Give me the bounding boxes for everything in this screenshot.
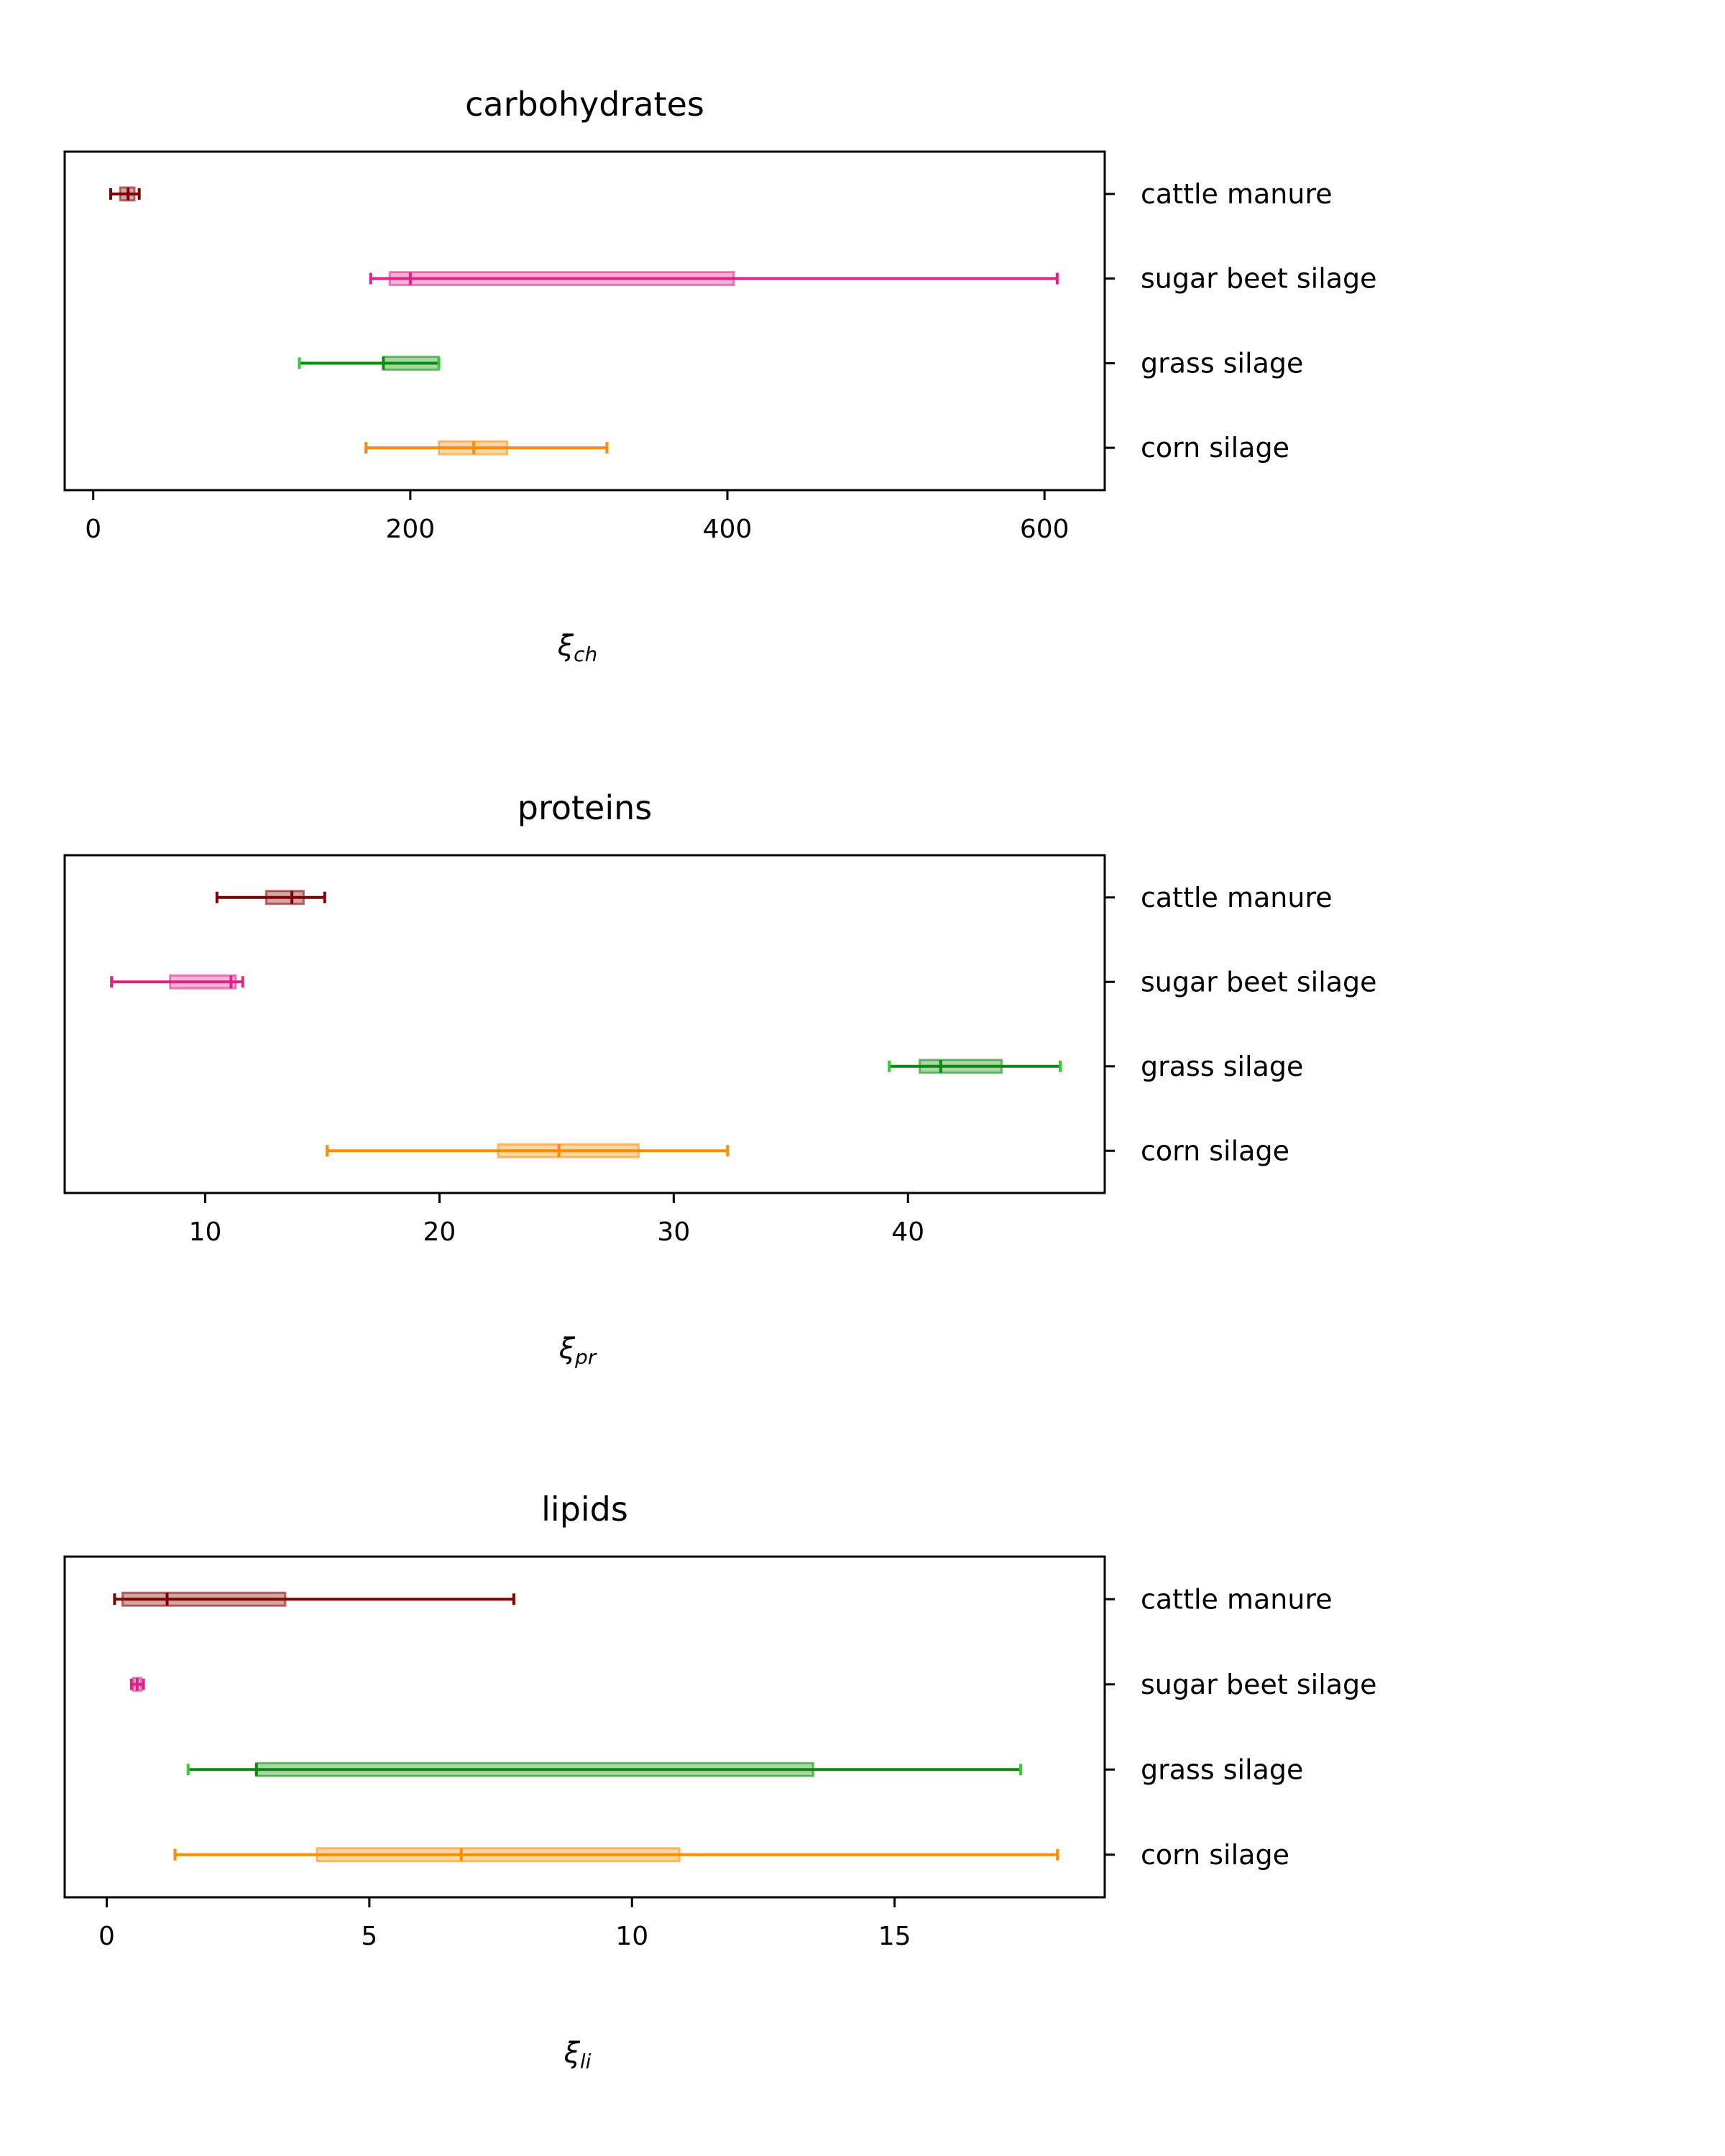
category-label: corn silage — [1141, 432, 1289, 464]
category-label: cattle manure — [1141, 882, 1333, 913]
box — [382, 355, 441, 371]
x-tick-label: 0 — [98, 1922, 115, 1951]
category-label: corn silage — [1141, 1135, 1289, 1166]
box — [264, 890, 305, 906]
x-tick-label: 15 — [878, 1922, 911, 1951]
x-axis-label-subscript: pr — [574, 1345, 597, 1369]
x-axis-label-symbol: ξ — [564, 2037, 581, 2070]
category-label: grass silage — [1141, 347, 1303, 379]
category-label: cattle manure — [1141, 1583, 1333, 1615]
category-label: grass silage — [1141, 1051, 1303, 1082]
category-label: sugar beet silage — [1141, 1669, 1377, 1700]
box — [497, 1143, 640, 1158]
box — [316, 1847, 681, 1863]
x-tick-label: 20 — [423, 1217, 456, 1247]
plot-frame — [63, 150, 1106, 492]
panel-proteins: proteins 10 20 30 40 ξpr cattle manure sugar be… — [63, 788, 1377, 1369]
x-tick-label: 0 — [85, 515, 101, 544]
category-label: sugar beet silage — [1141, 966, 1377, 998]
x-axis-label-subscript: ch — [574, 642, 597, 666]
box — [121, 1591, 287, 1607]
category-label: sugar beet silage — [1141, 263, 1377, 295]
x-tick-label: 40 — [891, 1217, 924, 1247]
chart-title: proteins — [518, 788, 652, 827]
plot-frame — [63, 1555, 1106, 1899]
x-axis-label-subscript: li — [580, 2050, 592, 2073]
box — [255, 1761, 814, 1777]
plot-frame — [63, 854, 1106, 1194]
x-axis-label: ξli — [564, 2037, 592, 2073]
chart-title: carbohydrates — [465, 85, 704, 124]
category-label: cattle manure — [1141, 178, 1333, 210]
category-label: grass silage — [1141, 1754, 1303, 1785]
category-label: corn silage — [1141, 1839, 1289, 1871]
panel-carbohydrates: carbohydrates 0 200 400 600 ξch cattle manure s… — [63, 85, 1377, 666]
x-axis-label: ξch — [557, 630, 597, 666]
x-tick-label: 10 — [615, 1922, 648, 1951]
chart-title: lipids — [541, 1490, 628, 1529]
box — [388, 271, 735, 287]
box — [169, 974, 237, 990]
x-tick-label: 600 — [1020, 515, 1070, 544]
x-axis-label-symbol: ξ — [557, 630, 574, 663]
box — [919, 1059, 1003, 1074]
x-axis-label-symbol: ξ — [558, 1332, 576, 1365]
x-tick-label: 400 — [703, 515, 753, 544]
x-axis-label: ξpr — [558, 1332, 597, 1369]
x-tick-label: 10 — [189, 1217, 222, 1247]
x-tick-label: 200 — [386, 515, 436, 544]
x-tick-label: 5 — [361, 1922, 377, 1951]
x-tick-label: 30 — [657, 1217, 690, 1247]
panel-lipids: lipids 0 5 10 15 ξli cattle manure sugar beet s… — [63, 1490, 1377, 2073]
